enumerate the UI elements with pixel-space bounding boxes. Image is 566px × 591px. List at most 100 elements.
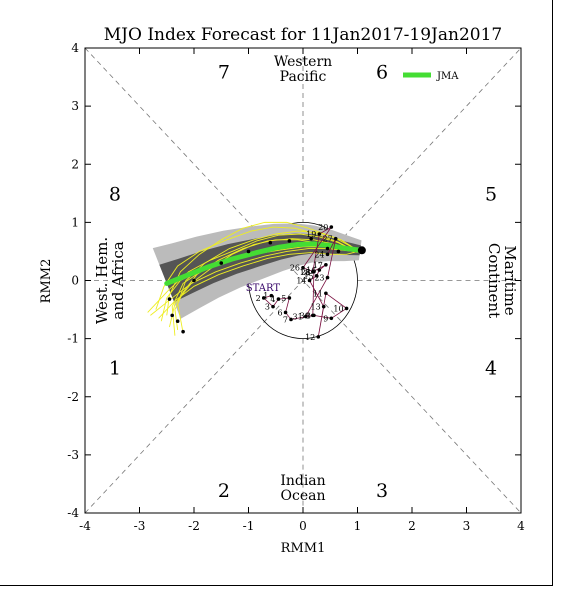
- ensemble-point: [192, 278, 196, 283]
- observed-point: [329, 316, 334, 321]
- y-tick-label: 1: [71, 215, 79, 229]
- phase-label: 4: [485, 358, 497, 380]
- observed-point-label: 13: [311, 303, 321, 312]
- observed-point: [261, 296, 266, 300]
- phase-label: 5: [485, 183, 497, 205]
- observed-point: [311, 313, 315, 318]
- observed-point: [333, 236, 338, 241]
- ensemble-point: [268, 240, 273, 245]
- ensemble-point: [175, 319, 180, 323]
- observed-point: [316, 335, 321, 339]
- observed-point-label: 24: [314, 250, 324, 259]
- final-point: [357, 246, 366, 255]
- chart-frame: [0, 0, 553, 586]
- ensemble-member-line: [177, 230, 358, 333]
- observed-point-label: 6: [277, 308, 282, 317]
- observed-point: [321, 304, 326, 309]
- observed-point-label: 3: [265, 303, 270, 312]
- observed-point-label: 10: [333, 304, 343, 313]
- x-axis-label: RMM1: [281, 541, 326, 556]
- ensemble-point: [219, 261, 224, 265]
- observed-point-label: 20: [318, 223, 328, 232]
- x-tick-label: 4: [517, 519, 525, 533]
- ensemble-member-line: [150, 248, 355, 316]
- region-label: Indian: [280, 473, 325, 489]
- observed-point: [301, 265, 305, 270]
- y-tick-label: -3: [67, 448, 79, 462]
- observed-point: [269, 293, 274, 298]
- ensemble-point: [309, 236, 313, 241]
- observed-point-label: 26: [290, 264, 300, 273]
- x-tick-label: 2: [408, 519, 416, 533]
- start-label: START: [246, 283, 281, 294]
- observed-point: [314, 274, 319, 278]
- region-label: Ocean: [281, 488, 326, 504]
- observed-point-label: 18: [300, 268, 310, 277]
- observed-point-label: 2: [256, 294, 261, 303]
- phase-label: 8: [109, 183, 121, 205]
- observed-point: [325, 275, 330, 280]
- observed-point: [317, 232, 322, 236]
- observed-point: [303, 314, 308, 319]
- observed-point-label: 9: [323, 314, 328, 323]
- observed-point: [312, 269, 316, 274]
- observed-point: [287, 296, 292, 300]
- phase-label: 2: [218, 480, 230, 502]
- phase-label: 3: [376, 480, 388, 502]
- y-axis-label: RMM2: [39, 259, 54, 304]
- ensemble-point: [336, 249, 341, 254]
- observed-point-label: 5: [281, 294, 286, 303]
- ensemble-point: [167, 297, 172, 301]
- observed-point-label: 31: [293, 313, 303, 322]
- ensemble-mean-line: [164, 241, 363, 286]
- ensemble-point: [246, 249, 251, 254]
- observed-point: [317, 268, 322, 272]
- chart-title: MJO Index Forecast for 11Jan2017-19Jan20…: [104, 25, 502, 45]
- observed-point-label: 14: [296, 277, 306, 286]
- observed-point: [325, 252, 330, 257]
- observed-point: [324, 291, 328, 296]
- x-tick-label: -3: [134, 519, 146, 533]
- region-label: West. Hem.: [93, 237, 111, 324]
- x-tick-label: 3: [463, 519, 471, 533]
- observed-point-label: 15: [303, 272, 313, 281]
- phase-label: 7: [218, 61, 230, 83]
- x-tick-label: -1: [243, 519, 255, 533]
- diagonal-line: [84, 47, 522, 514]
- observed-point: [324, 263, 328, 267]
- x-tick-label: -4: [79, 519, 91, 533]
- observed-point: [344, 306, 349, 311]
- uncertainty-band-inner: [159, 233, 361, 303]
- plot-area: [84, 47, 522, 514]
- observed-point-label: 1: [263, 292, 268, 301]
- x-tick-label: -2: [188, 519, 200, 533]
- legend-label: JMA: [436, 71, 459, 82]
- observed-point-label: 23: [314, 274, 324, 283]
- region-label: and Africa: [109, 241, 127, 319]
- y-tick-label: -4: [67, 506, 79, 520]
- observed-point: [283, 310, 288, 315]
- observed-point-label: 8: [306, 311, 311, 320]
- region-label: Western: [274, 54, 332, 70]
- region-label-group: West. Hem.and Africa: [93, 237, 127, 324]
- y-tick-label: -2: [67, 390, 79, 404]
- observed-point-label: 17: [313, 261, 323, 270]
- ensemble-member-line: [155, 226, 358, 310]
- x-tick-label: 1: [354, 519, 362, 533]
- phase-label: 1: [109, 358, 121, 380]
- observed-point: [271, 304, 275, 309]
- observed-point-label: 7: [283, 315, 288, 324]
- y-tick-label: 0: [71, 274, 79, 288]
- observed-point: [276, 297, 281, 301]
- observed-point-label: 4: [270, 295, 275, 304]
- observed-point: [329, 225, 334, 229]
- observed-point-label: 11: [313, 289, 323, 298]
- ensemble-point: [181, 329, 185, 334]
- region-label: Continent: [485, 243, 503, 318]
- observed-point-label: 16: [306, 266, 316, 275]
- ensemble-point: [325, 246, 330, 251]
- observed-point-label: 28: [301, 268, 311, 277]
- y-tick-label: 2: [71, 157, 79, 171]
